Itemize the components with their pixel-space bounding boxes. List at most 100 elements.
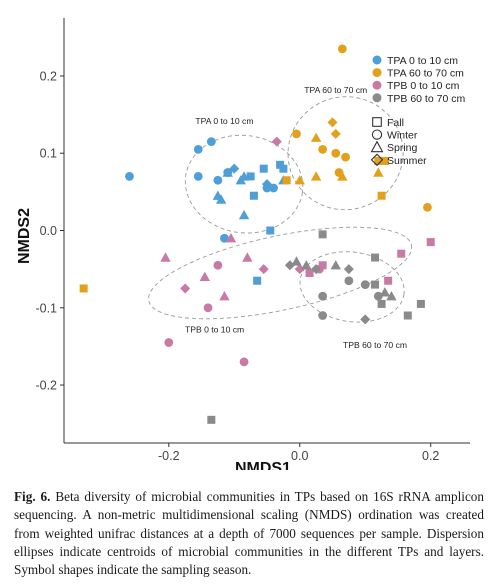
point-tpb-0-to-10-cm-spring-triangle — [225, 233, 237, 243]
point-tpb-0-to-10-cm-fall — [384, 276, 393, 285]
data-points — [79, 44, 435, 424]
point-tpa-0-to-10-cm-winter-circle — [220, 233, 229, 243]
point-tpb-0-to-10-cm-fall-square — [426, 238, 435, 247]
y-tick-label: 0.2 — [40, 69, 57, 83]
point-tpb-60-to-70-cm-winter-circle — [318, 291, 328, 301]
point-tpb-60-to-70-cm-fall — [416, 299, 425, 308]
point-tpa-60-to-70-cm-summer — [330, 128, 341, 139]
caption-label: Fig. 6. — [14, 489, 51, 504]
point-tpb-60-to-70-cm-fall-square — [416, 299, 425, 308]
legend-shape-label-summer: Summer — [387, 155, 427, 167]
point-tpb-0-to-10-cm-summer — [180, 283, 191, 294]
x-tick-label: -0.2 — [158, 449, 180, 463]
point-tpa-0-to-10-cm-summer — [262, 179, 272, 190]
point-tpa-0-to-10-cm-fall — [266, 226, 275, 235]
point-tpb-0-to-10-cm-fall-square — [318, 261, 327, 270]
point-tpa-0-to-10-cm-fall-square — [259, 164, 268, 173]
point-tpa-60-to-70-cm-winter — [337, 44, 347, 54]
point-tpb-60-to-70-cm-spring — [291, 256, 302, 266]
point-tpb-60-to-70-cm-winter — [360, 280, 370, 289]
point-tpa-60-to-70-cm-summer-diamond — [330, 128, 341, 139]
point-tpa-60-to-70-cm-spring — [337, 171, 348, 181]
point-tpa-0-to-10-cm-winter-circle — [213, 175, 223, 185]
point-tpb-0-to-10-cm-summer — [271, 136, 282, 147]
x-tick-label: 0.2 — [422, 449, 439, 463]
ellipse-label-tpa-60-to-70-cm: TPA 60 to 70 cm — [304, 85, 367, 95]
point-tpb-0-to-10-cm-spring — [160, 252, 171, 262]
point-tpb-0-to-10-cm-summer-diamond — [180, 283, 191, 294]
point-tpa-0-to-10-cm-winter-circle — [269, 183, 278, 193]
point-tpa-0-to-10-cm-spring — [238, 209, 250, 220]
point-tpb-0-to-10-cm-winter-circle — [213, 260, 223, 270]
point-tpb-60-to-70-cm-spring — [386, 290, 397, 301]
point-tpa-60-to-70-cm-winter-circle — [423, 202, 432, 212]
point-tpb-60-to-70-cm-fall-square — [318, 230, 327, 239]
point-tpb-0-to-10-cm-spring-triangle — [199, 271, 210, 282]
point-tpb-60-to-70-cm-summer-diamond — [343, 264, 354, 275]
point-tpb-60-to-70-cm-summer — [360, 314, 371, 325]
point-tpb-60-to-70-cm-summer — [311, 264, 322, 275]
point-tpb-0-to-10-cm-summer — [294, 264, 305, 275]
legend-label-tpa-60-to-70-cm: TPA 60 to 70 cm — [387, 68, 464, 80]
point-tpb-60-to-70-cm-fall — [377, 299, 386, 308]
point-tpa-60-to-70-cm-fall-square — [377, 191, 386, 200]
point-tpb-60-to-70-cm-winter-circle — [318, 311, 328, 320]
dispersion-ellipses: TPA 0 to 10 cm TPA 60 to 70 cm TPB 0 to 10… — [148, 85, 413, 350]
point-tpb-60-to-70-cm-fall — [371, 253, 380, 262]
ellipse-tpa-0-to-10-cm — [184, 134, 304, 234]
legend-label-tpb-60-to-70-cm: TPB 60 to 70 cm — [387, 93, 465, 105]
point-tpb-0-to-10-cm-summer-diamond — [294, 264, 305, 275]
legend-shape-label-spring: Spring — [387, 142, 418, 154]
point-tpb-0-to-10-cm-winter — [239, 357, 249, 367]
point-tpb-0-to-10-cm-summer — [258, 264, 269, 275]
legend-shape-summer — [370, 153, 384, 167]
point-tpa-60-to-70-cm-spring-triangle — [294, 175, 305, 185]
point-tpb-0-to-10-cm-summer-diamond — [258, 264, 269, 275]
y-tick-label: -0.2 — [35, 379, 57, 393]
point-tpb-0-to-10-cm-winter-circle — [239, 357, 249, 367]
point-tpa-60-to-70-cm-spring — [294, 175, 305, 185]
point-tpb-60-to-70-cm-summer — [343, 264, 354, 275]
point-tpb-60-to-70-cm-spring-triangle — [379, 287, 391, 297]
point-tpa-60-to-70-cm-winter — [341, 152, 350, 162]
point-tpa-60-to-70-cm-winter — [292, 129, 301, 139]
point-tpb-60-to-70-cm-fall — [403, 311, 412, 320]
point-tpb-0-to-10-cm-spring-triangle — [160, 252, 171, 262]
ellipse-tpb-60-to-70-cm — [299, 251, 405, 323]
point-tpa-60-to-70-cm-fall — [377, 191, 386, 200]
point-tpa-60-to-70-cm-spring — [310, 171, 322, 181]
point-tpa-0-to-10-cm-winter — [220, 233, 229, 243]
point-tpa-60-to-70-cm-fall — [282, 176, 291, 185]
point-tpa-60-to-70-cm-spring — [373, 167, 384, 177]
point-tpa-60-to-70-cm-fall — [374, 156, 383, 165]
point-tpa-0-to-10-cm-fall — [259, 164, 268, 173]
point-tpa-60-to-70-cm-winter-circle — [341, 152, 350, 162]
point-tpa-60-to-70-cm-spring — [310, 132, 322, 142]
point-tpb-0-to-10-cm-spring — [225, 233, 237, 243]
legend-swatch-tpb-0-to-10-cm — [372, 80, 382, 90]
axis-ticks: -0.2 0.0 0.2 -0.2 -0.1 0.0 0.1 0.2 — [35, 69, 439, 463]
legend-shape-winter — [371, 129, 383, 140]
point-tpa-0-to-10-cm-spring — [215, 194, 227, 204]
point-tpa-0-to-10-cm-winter-circle — [206, 137, 216, 147]
point-tpa-0-to-10-cm-fall-square — [253, 276, 262, 285]
point-tpa-60-to-70-cm-summer-diamond — [327, 117, 338, 128]
point-tpb-0-to-10-cm-spring — [242, 252, 253, 262]
legend-shape-label-fall: Fall — [387, 117, 404, 129]
point-tpa-0-to-10-cm-fall — [249, 191, 258, 200]
x-tick-label: 0.0 — [291, 449, 308, 463]
point-tpa-0-to-10-cm-winter — [269, 183, 278, 193]
point-tpb-0-to-10-cm-winter — [203, 303, 213, 313]
point-tpb-0-to-10-cm-spring — [199, 271, 210, 282]
legend-swatch-tpa-0-to-10-cm — [372, 55, 382, 65]
point-tpb-60-to-70-cm-fall-square — [403, 311, 412, 320]
point-tpa-0-to-10-cm-winter — [193, 144, 203, 154]
point-tpb-60-to-70-cm-winter — [318, 311, 328, 320]
point-tpb-60-to-70-cm-fall — [371, 280, 380, 289]
point-tpa-60-to-70-cm-winter — [331, 148, 341, 158]
point-tpa-60-to-70-cm-winter-circle — [337, 44, 347, 54]
ellipse-tpb-0-to-10-cm — [148, 226, 413, 320]
point-tpb-0-to-10-cm-fall — [305, 269, 314, 277]
point-tpa-0-to-10-cm-fall-square — [246, 172, 255, 181]
point-tpb-60-to-70-cm-spring-triangle — [301, 260, 312, 270]
